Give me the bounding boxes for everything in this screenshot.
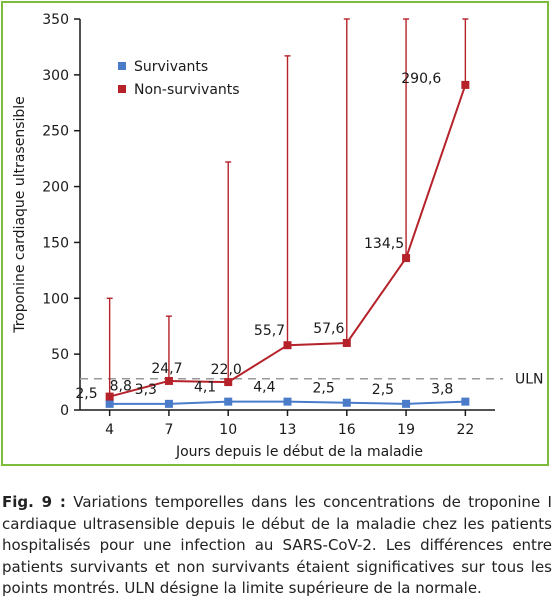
survivants-data-label: 2,5 (372, 382, 394, 398)
uln-label: ULN (515, 372, 544, 388)
legend-marker-survivants (118, 62, 126, 70)
x-axis-title: Jours depuis le début de la maladie (175, 444, 423, 460)
survivants-point (402, 399, 411, 408)
survivants-data-label: 3,8 (431, 382, 453, 398)
survivants-data-label: 4,1 (194, 380, 216, 396)
survivants-point (105, 399, 114, 408)
caption-prefix: Fig. 9 : (2, 493, 66, 511)
caption-text: Variations temporelles dans les concentr… (2, 493, 552, 597)
y-tick-label: 150 (42, 235, 69, 251)
survivants-data-label: 2,5 (75, 386, 97, 402)
non-survivants-data-label: 57,6 (313, 321, 344, 337)
survivants-point (164, 399, 173, 408)
x-tick-label: 4 (105, 422, 114, 438)
legend-marker-non-survivants (118, 85, 126, 93)
survivants-data-label: 2,5 (313, 381, 335, 397)
y-tick-label: 50 (51, 347, 69, 363)
survivants-data-label: 4,4 (253, 380, 275, 396)
x-tick-label: 16 (338, 422, 356, 438)
survivants-point (461, 397, 470, 406)
non-survivants-point (105, 392, 114, 401)
non-survivants-data-label: 24,7 (151, 361, 182, 377)
non-survivants-data-label: 134,5 (364, 236, 404, 252)
non-survivants-data-label: 55,7 (254, 323, 285, 339)
y-tick-label: 250 (42, 124, 69, 140)
legend-label-non-survivants: Non-survivants (134, 82, 240, 98)
y-tick-label: 100 (42, 291, 69, 307)
chart: 0 50 100 150 200 250 300 350 4 7 10 13 16 19 22 Jours d… (12, 12, 544, 460)
non-survivants-data-label: 8,8 (110, 379, 132, 395)
x-tick-label: 22 (456, 422, 474, 438)
y-tick-label: 350 (42, 12, 69, 28)
y-tick-label: 0 (60, 403, 69, 419)
x-tick-label: 19 (397, 422, 415, 438)
survivants-data-label: 3,3 (135, 382, 157, 398)
non-survivants-point (283, 341, 292, 350)
y-tick-label: 200 (42, 180, 69, 196)
non-survivants-point (461, 80, 470, 89)
non-survivants-point (342, 338, 351, 347)
non-survivants-point (164, 376, 173, 385)
survivants-point (342, 398, 351, 407)
survivants-point (224, 397, 233, 406)
non-survivants-data-label: 290,6 (401, 71, 441, 87)
chart-frame (1, 1, 549, 466)
x-tick-label: 13 (279, 422, 297, 438)
legend-label-survivants: Survivants (134, 59, 208, 75)
non-survivants-point (224, 378, 233, 387)
x-tick-label: 7 (164, 422, 173, 438)
y-axis-title: Troponine cardiaque ultrasensible (12, 96, 28, 334)
non-survivants-point (402, 254, 411, 263)
figure-caption: Fig. 9 : Variations temporelles dans les… (2, 492, 552, 600)
survivants-point (283, 397, 292, 406)
non-survivants-data-label: 22,0 (211, 362, 242, 378)
y-tick-label: 300 (42, 68, 69, 84)
x-tick-label: 10 (219, 422, 237, 438)
